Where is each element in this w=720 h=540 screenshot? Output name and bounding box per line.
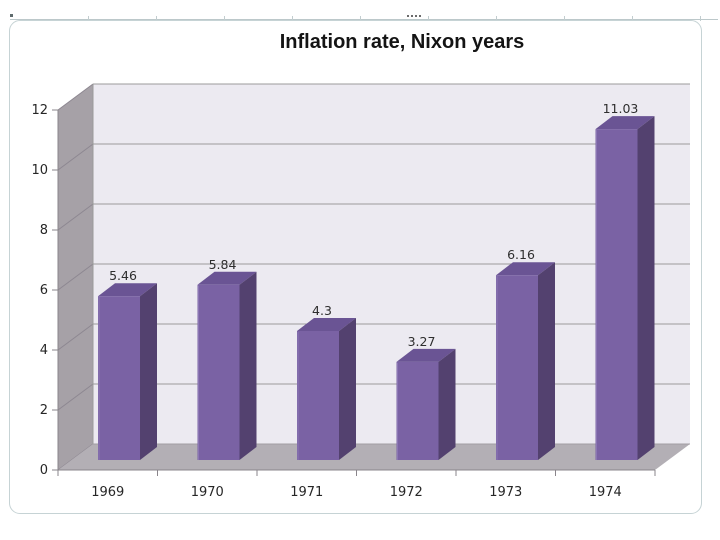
bar-front-face[interactable]	[595, 129, 638, 460]
bar-1969[interactable]	[98, 283, 157, 460]
grip-dot	[407, 15, 409, 17]
bar-front-face[interactable]	[396, 361, 439, 460]
grip-dot	[411, 15, 413, 17]
bar-value-label: 5.46	[109, 268, 137, 283]
bar-value-label: 5.84	[209, 257, 237, 272]
guide-tick	[360, 16, 361, 21]
y-axis-label: 2	[40, 403, 48, 418]
bar-top-face[interactable]	[98, 283, 157, 297]
grip-dot	[419, 15, 421, 17]
bar-side-face[interactable]	[239, 271, 257, 460]
x-axis-label: 1969	[91, 485, 124, 500]
placeholder-top-border	[10, 19, 718, 20]
bar-side-face[interactable]	[637, 116, 655, 460]
bar-1972[interactable]	[396, 348, 456, 460]
grip-dot	[415, 15, 417, 17]
bar-value-label: 3.27	[408, 334, 436, 349]
guide-tick	[700, 16, 701, 21]
drag-handle-dots[interactable]	[407, 15, 427, 19]
guide-tick	[88, 16, 89, 21]
guide-tick	[428, 16, 429, 21]
bar-value-label: 6.16	[507, 247, 535, 262]
bar-1970[interactable]	[197, 271, 257, 460]
chart-title[interactable]: Inflation rate, Nixon years	[279, 31, 525, 53]
bar-front-face[interactable]	[297, 331, 339, 460]
bar-value-label: 11.03	[603, 101, 639, 116]
bar-value-label: 4.3	[312, 303, 332, 318]
bar-1973[interactable]	[496, 262, 555, 460]
y-axis-label: 6	[40, 283, 48, 298]
guide-tick	[224, 16, 225, 21]
y-axis-label: 4	[40, 343, 48, 358]
x-axis-label: 1974	[589, 485, 622, 500]
y-axis-label: 8	[40, 223, 48, 238]
guide-tick	[496, 16, 497, 21]
y-axis-label: 12	[31, 103, 48, 118]
bar-side-face[interactable]	[438, 348, 456, 460]
guide-tick	[564, 16, 565, 21]
y-axis-label: 10	[31, 163, 48, 178]
y-axis-label: 0	[40, 463, 48, 478]
bar-front-face[interactable]	[98, 296, 140, 460]
bar-top-face[interactable]	[496, 262, 555, 276]
bar-top-face[interactable]	[297, 318, 356, 331]
bar-top-face[interactable]	[595, 116, 655, 130]
guide-tick	[632, 16, 633, 21]
side-wall-gridline	[57, 83, 94, 111]
x-axis-label: 1971	[290, 485, 323, 500]
bar-top-face[interactable]	[197, 271, 257, 285]
side-wall-gridline	[57, 203, 94, 231]
bar-side-face[interactable]	[339, 318, 356, 460]
guide-tick	[156, 16, 157, 21]
bar-front-face[interactable]	[197, 284, 240, 460]
x-axis-label: 1972	[390, 485, 423, 500]
x-axis-label: 1970	[191, 485, 224, 500]
side-wall-gridline	[57, 383, 94, 411]
bar-side-face[interactable]	[140, 283, 157, 460]
side-wall-gridline	[57, 143, 94, 171]
bar-top-face[interactable]	[396, 348, 456, 362]
x-axis-label: 1973	[489, 485, 522, 500]
bar-1971[interactable]	[297, 318, 356, 460]
bar-side-face[interactable]	[538, 262, 555, 460]
side-wall-gridline	[57, 263, 94, 291]
side-wall-gridline	[57, 323, 94, 351]
selection-handle	[10, 14, 13, 17]
bar-front-face[interactable]	[496, 275, 538, 460]
guide-tick	[292, 16, 293, 21]
bar-1974[interactable]	[595, 116, 655, 460]
